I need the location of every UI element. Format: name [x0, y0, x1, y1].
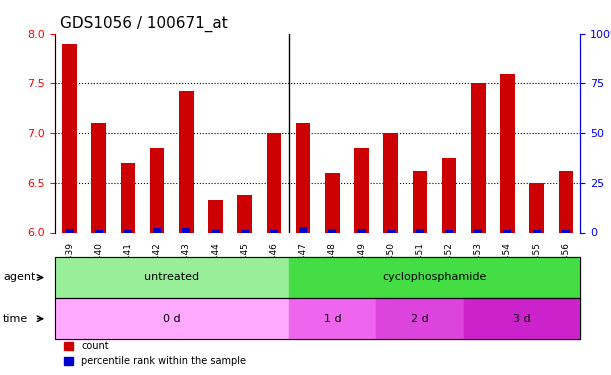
Bar [179, 92, 194, 232]
Bar [211, 230, 219, 232]
Bar [562, 230, 570, 232]
Bar [558, 171, 573, 232]
Text: agent: agent [3, 273, 35, 282]
Bar [357, 228, 365, 232]
Bar [328, 228, 336, 232]
Bar [124, 230, 132, 232]
Bar [65, 228, 73, 232]
Bar [238, 195, 252, 232]
Text: 3 d: 3 d [513, 314, 531, 324]
Bar [241, 230, 249, 232]
Text: 0 d: 0 d [163, 314, 181, 324]
Bar [325, 173, 340, 232]
Bar [387, 230, 395, 232]
Bar [354, 148, 369, 232]
Bar [95, 230, 103, 232]
Bar [153, 228, 161, 232]
Bar [445, 230, 453, 232]
Legend: count, percentile rank within the sample: count, percentile rank within the sample [60, 338, 250, 370]
Bar [120, 163, 135, 232]
Bar [471, 84, 486, 232]
Text: untreated: untreated [144, 273, 199, 282]
Bar [500, 74, 514, 232]
Text: cyclophosphamide: cyclophosphamide [382, 273, 487, 282]
Bar [503, 230, 511, 232]
Bar [412, 171, 427, 232]
Text: 1 d: 1 d [323, 314, 341, 324]
Bar [442, 158, 456, 232]
Bar [296, 123, 310, 232]
Bar [270, 230, 278, 232]
Bar [384, 133, 398, 232]
Text: 2 d: 2 d [411, 314, 429, 324]
Bar [182, 228, 191, 232]
Bar [266, 133, 281, 232]
Bar [416, 228, 424, 232]
Bar [62, 44, 77, 232]
Bar [299, 226, 307, 232]
Text: time: time [3, 314, 28, 324]
Bar [533, 230, 541, 232]
Bar [150, 148, 164, 232]
Bar [208, 200, 223, 232]
Bar [92, 123, 106, 232]
Text: GDS1056 / 100671_at: GDS1056 / 100671_at [60, 16, 228, 32]
Bar [474, 228, 482, 232]
Bar [529, 183, 544, 232]
